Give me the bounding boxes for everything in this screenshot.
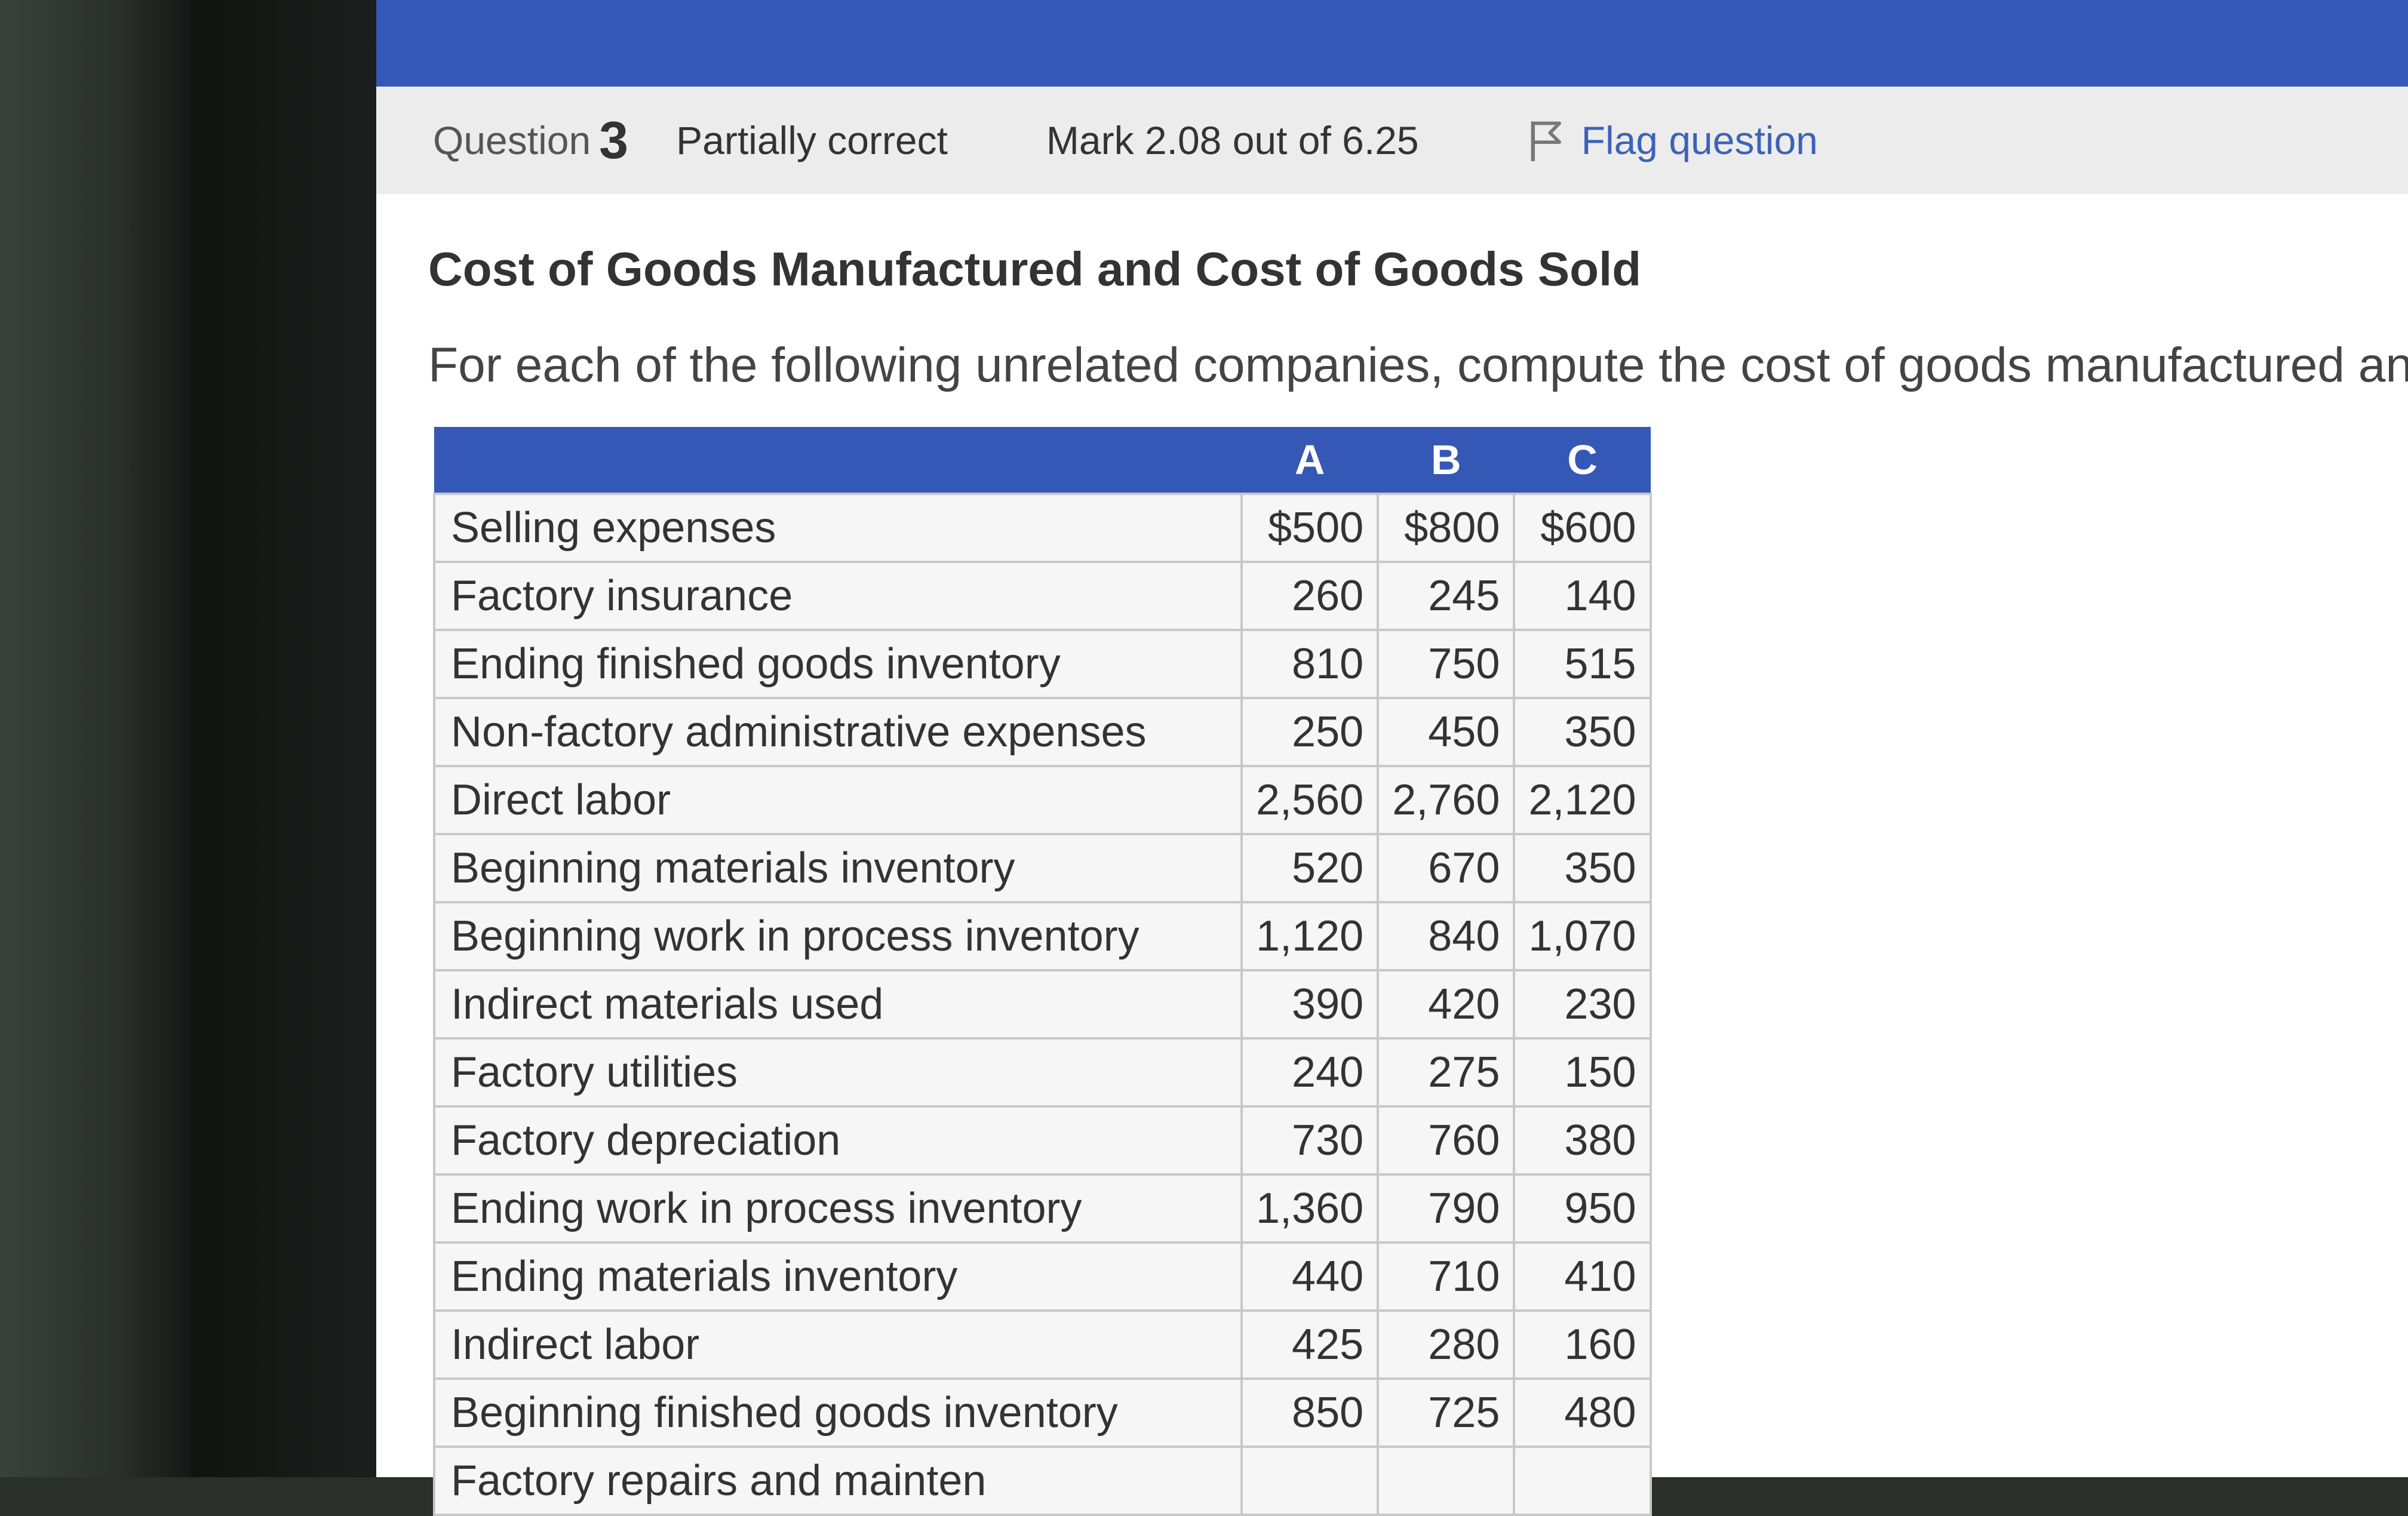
row-label: Factory repairs and mainten xyxy=(433,1446,1243,1516)
value-b: 725 xyxy=(1377,1377,1516,1448)
table-row: Indirect materials used 390 420 230 xyxy=(433,969,1652,1040)
value-a: 440 xyxy=(1240,1241,1380,1312)
table-header-row: A B C xyxy=(434,427,1651,494)
column-header-c: C xyxy=(1514,427,1651,494)
value-b: 450 xyxy=(1377,697,1516,767)
value-b: 245 xyxy=(1377,561,1516,631)
question-title: Cost of Goods Manufactured and Cost of G… xyxy=(428,242,1642,296)
value-a: 730 xyxy=(1240,1105,1380,1176)
question-label: Question xyxy=(433,118,591,162)
value-a: 240 xyxy=(1240,1037,1380,1108)
value-a: 850 xyxy=(1240,1377,1380,1448)
value-a: 520 xyxy=(1240,833,1380,903)
row-label: Ending finished goods inventory xyxy=(433,629,1243,699)
value-c: 350 xyxy=(1513,697,1652,767)
column-header-label xyxy=(434,427,1242,494)
value-b xyxy=(1377,1446,1516,1516)
value-c: 150 xyxy=(1513,1037,1652,1108)
value-c: 2,120 xyxy=(1513,765,1652,835)
flag-question-label: Flag question xyxy=(1581,118,1818,162)
value-a: 810 xyxy=(1240,629,1380,699)
table-row: Beginning work in process inventory 1,12… xyxy=(433,901,1652,971)
value-c: 230 xyxy=(1513,969,1652,1040)
row-label: Non-factory administrative expenses xyxy=(433,697,1243,767)
value-a: 390 xyxy=(1240,969,1380,1040)
row-label: Factory depreciation xyxy=(433,1105,1243,1176)
table-row: Ending work in process inventory 1,360 7… xyxy=(433,1173,1652,1244)
question-info-bar: Question 3 Partially correct Mark 2.08 o… xyxy=(376,87,2408,194)
value-a: 250 xyxy=(1240,697,1380,767)
column-header-b: B xyxy=(1378,427,1515,494)
value-a: 260 xyxy=(1240,561,1380,631)
value-c: $600 xyxy=(1513,493,1652,563)
value-a: 1,360 xyxy=(1240,1173,1380,1244)
value-c: 410 xyxy=(1513,1241,1652,1312)
row-label: Ending work in process inventory xyxy=(433,1173,1243,1244)
table-row: Factory depreciation 730 760 380 xyxy=(433,1105,1652,1176)
value-b: 280 xyxy=(1377,1309,1516,1380)
row-label: Ending materials inventory xyxy=(433,1241,1243,1312)
value-c: 515 xyxy=(1513,629,1652,699)
value-c: 480 xyxy=(1513,1377,1652,1448)
table-row: Indirect labor 425 280 160 xyxy=(433,1309,1652,1380)
value-b: 670 xyxy=(1377,833,1516,903)
row-label: Beginning work in process inventory xyxy=(433,901,1243,971)
row-label: Beginning finished goods inventory xyxy=(433,1377,1243,1448)
row-label: Indirect labor xyxy=(433,1309,1243,1380)
top-banner xyxy=(376,0,2408,87)
row-label: Beginning materials inventory xyxy=(433,833,1243,903)
value-a: 425 xyxy=(1240,1309,1380,1380)
value-a: 2,560 xyxy=(1240,765,1380,835)
question-state: Partially correct xyxy=(676,118,948,162)
table-row: Ending finished goods inventory 810 750 … xyxy=(433,629,1652,699)
column-header-a: A xyxy=(1242,427,1378,494)
value-c: 380 xyxy=(1513,1105,1652,1176)
value-c: 140 xyxy=(1513,561,1652,631)
value-b: 750 xyxy=(1377,629,1516,699)
table-row: Beginning finished goods inventory 850 7… xyxy=(433,1377,1652,1448)
row-label: Selling expenses xyxy=(433,493,1243,563)
value-a: $500 xyxy=(1240,493,1380,563)
table-row: Factory repairs and mainten xyxy=(433,1446,1652,1516)
value-a xyxy=(1240,1446,1380,1516)
row-label: Direct labor xyxy=(433,765,1243,835)
monitor-bezel-left xyxy=(0,0,191,1477)
quiz-page: Question 3 Partially correct Mark 2.08 o… xyxy=(376,0,2408,1516)
value-c: 1,070 xyxy=(1513,901,1652,971)
table-row: Selling expenses $500 $800 $600 xyxy=(433,493,1652,563)
question-number: 3 xyxy=(599,110,629,170)
flag-icon xyxy=(1531,121,1561,161)
question-intro: For each of the following unrelated comp… xyxy=(428,338,2408,392)
value-b: 275 xyxy=(1377,1037,1516,1108)
value-c: 160 xyxy=(1513,1309,1652,1380)
value-b: 420 xyxy=(1377,969,1516,1040)
value-c: 350 xyxy=(1513,833,1652,903)
value-b: 760 xyxy=(1377,1105,1516,1176)
question-mark: Mark 2.08 out of 6.25 xyxy=(1046,118,1419,162)
table-row: Direct labor 2,560 2,760 2,120 xyxy=(433,765,1652,835)
table-row: Beginning materials inventory 520 670 35… xyxy=(433,833,1652,903)
value-b: 790 xyxy=(1377,1173,1516,1244)
table-row: Ending materials inventory 440 710 410 xyxy=(433,1241,1652,1312)
row-label: Factory utilities xyxy=(433,1037,1243,1108)
row-label: Factory insurance xyxy=(433,561,1243,631)
value-b: 2,760 xyxy=(1377,765,1516,835)
data-table: A B C Selling expenses $500 $800 $600 Fa… xyxy=(433,427,1652,1516)
value-c: 950 xyxy=(1513,1173,1652,1244)
table-row: Factory insurance 260 245 140 xyxy=(433,561,1652,631)
flag-question-link[interactable]: Flag question xyxy=(1526,118,1818,163)
value-b: $800 xyxy=(1377,493,1516,563)
monitor-bezel-shadow xyxy=(191,0,376,1477)
table-row: Factory utilities 240 275 150 xyxy=(433,1037,1652,1108)
table-row: Non-factory administrative expenses 250 … xyxy=(433,697,1652,767)
value-b: 710 xyxy=(1377,1241,1516,1312)
value-c xyxy=(1513,1446,1652,1516)
value-a: 1,120 xyxy=(1240,901,1380,971)
row-label: Indirect materials used xyxy=(433,969,1243,1040)
value-b: 840 xyxy=(1377,901,1516,971)
